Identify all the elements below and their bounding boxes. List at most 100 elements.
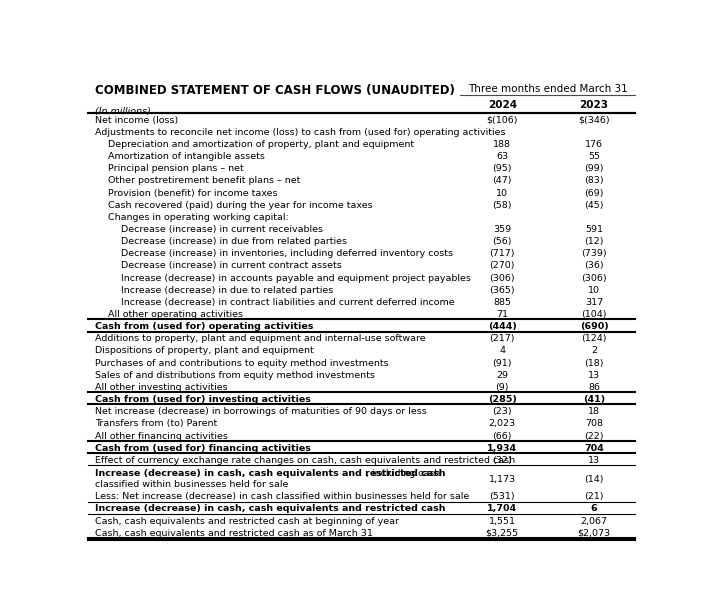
Text: (14): (14) bbox=[584, 475, 603, 484]
Text: (23): (23) bbox=[493, 407, 512, 416]
Text: 2,067: 2,067 bbox=[581, 517, 608, 525]
Text: (47): (47) bbox=[493, 177, 512, 185]
Text: Increase (decrease) in cash, cash equivalents and restricted cash: Increase (decrease) in cash, cash equiva… bbox=[94, 504, 445, 514]
Text: 86: 86 bbox=[588, 383, 600, 392]
Text: Cash, cash equivalents and restricted cash as of March 31: Cash, cash equivalents and restricted ca… bbox=[94, 529, 372, 538]
Text: Increase (decrease) in contract liabilities and current deferred income: Increase (decrease) in contract liabilit… bbox=[121, 298, 455, 307]
Text: $2,073: $2,073 bbox=[577, 529, 611, 538]
Text: Purchases of and contributions to equity method investments: Purchases of and contributions to equity… bbox=[94, 359, 388, 368]
Text: 1,934: 1,934 bbox=[487, 444, 517, 452]
Text: 317: 317 bbox=[585, 298, 603, 307]
Text: (83): (83) bbox=[584, 177, 604, 185]
Text: 55: 55 bbox=[588, 152, 600, 161]
Text: $3,255: $3,255 bbox=[486, 529, 519, 538]
Text: 176: 176 bbox=[585, 140, 603, 149]
Text: Principal pension plans – net: Principal pension plans – net bbox=[109, 164, 244, 173]
Text: (217): (217) bbox=[489, 334, 515, 343]
Text: Cash from (used for) financing activities: Cash from (used for) financing activitie… bbox=[94, 444, 311, 452]
Text: (36): (36) bbox=[584, 261, 604, 270]
Text: (41): (41) bbox=[583, 395, 605, 404]
Text: , including cash: , including cash bbox=[367, 469, 441, 478]
Text: (58): (58) bbox=[493, 200, 512, 210]
Text: Increase (decrease) in accounts payable and equipment project payables: Increase (decrease) in accounts payable … bbox=[121, 273, 471, 283]
Text: 885: 885 bbox=[493, 298, 511, 307]
Text: 2: 2 bbox=[591, 346, 597, 356]
Text: (444): (444) bbox=[488, 322, 517, 331]
Text: 10: 10 bbox=[588, 286, 600, 295]
Text: 71: 71 bbox=[496, 310, 508, 319]
Text: 704: 704 bbox=[584, 444, 604, 452]
Text: (In millions): (In millions) bbox=[94, 107, 151, 116]
Text: (21): (21) bbox=[584, 492, 603, 501]
Text: 1,704: 1,704 bbox=[487, 504, 517, 514]
Text: Less: Net increase (decrease) in cash classified within businesses held for sale: Less: Net increase (decrease) in cash cl… bbox=[94, 492, 469, 501]
Text: 1,551: 1,551 bbox=[489, 517, 516, 525]
Text: 2024: 2024 bbox=[488, 100, 517, 110]
Text: 708: 708 bbox=[585, 419, 603, 428]
Text: Cash from (used for) investing activities: Cash from (used for) investing activitie… bbox=[94, 395, 311, 404]
Text: All other investing activities: All other investing activities bbox=[94, 383, 227, 392]
Text: COMBINED STATEMENT OF CASH FLOWS (UNAUDITED): COMBINED STATEMENT OF CASH FLOWS (UNAUDI… bbox=[94, 84, 455, 97]
Text: (45): (45) bbox=[584, 200, 603, 210]
Text: (22): (22) bbox=[584, 432, 603, 441]
Text: Transfers from (to) Parent: Transfers from (to) Parent bbox=[94, 419, 217, 428]
Text: (95): (95) bbox=[493, 164, 512, 173]
Text: 2023: 2023 bbox=[580, 100, 608, 110]
Text: 4: 4 bbox=[499, 346, 505, 356]
Text: (690): (690) bbox=[580, 322, 608, 331]
Text: Adjustments to reconcile net income (loss) to cash from (used for) operating act: Adjustments to reconcile net income (los… bbox=[94, 128, 505, 137]
Text: (531): (531) bbox=[489, 492, 515, 501]
Text: 188: 188 bbox=[493, 140, 511, 149]
Text: (91): (91) bbox=[493, 359, 512, 368]
Text: (365): (365) bbox=[489, 286, 515, 295]
Text: Cash from (used for) operating activities: Cash from (used for) operating activitie… bbox=[94, 322, 313, 331]
Text: Other postretirement benefit plans – net: Other postretirement benefit plans – net bbox=[109, 177, 301, 185]
Text: (104): (104) bbox=[582, 310, 607, 319]
Text: (285): (285) bbox=[488, 395, 517, 404]
Text: Amortization of intangible assets: Amortization of intangible assets bbox=[109, 152, 265, 161]
Text: (18): (18) bbox=[584, 359, 603, 368]
Text: 13: 13 bbox=[588, 456, 600, 465]
Text: Sales of and distributions from equity method investments: Sales of and distributions from equity m… bbox=[94, 371, 374, 380]
Text: classified within businesses held for sale: classified within businesses held for sa… bbox=[94, 480, 288, 489]
Text: 13: 13 bbox=[588, 371, 600, 380]
Text: Cash, cash equivalents and restricted cash at beginning of year: Cash, cash equivalents and restricted ca… bbox=[94, 517, 399, 525]
Text: (306): (306) bbox=[581, 273, 607, 283]
Text: (270): (270) bbox=[489, 261, 515, 270]
Text: Provision (benefit) for income taxes: Provision (benefit) for income taxes bbox=[109, 189, 278, 197]
Text: 359: 359 bbox=[493, 225, 511, 234]
Text: Decrease (increase) in current contract assets: Decrease (increase) in current contract … bbox=[121, 261, 342, 270]
Text: All other operating activities: All other operating activities bbox=[109, 310, 243, 319]
Text: (56): (56) bbox=[493, 237, 512, 246]
Text: (124): (124) bbox=[582, 334, 607, 343]
Text: Increase (decrease) in cash, cash equivalents and restricted cash: Increase (decrease) in cash, cash equiva… bbox=[94, 469, 445, 478]
Text: 10: 10 bbox=[496, 189, 508, 197]
Text: Increase (decrease) in due to related parties: Increase (decrease) in due to related pa… bbox=[121, 286, 333, 295]
Text: 2,023: 2,023 bbox=[489, 419, 516, 428]
Text: Net income (loss): Net income (loss) bbox=[94, 116, 178, 124]
Text: 18: 18 bbox=[588, 407, 600, 416]
Text: Three months ended March 31: Three months ended March 31 bbox=[468, 84, 628, 94]
Text: Additions to property, plant and equipment and internal-use software: Additions to property, plant and equipme… bbox=[94, 334, 425, 343]
Text: (99): (99) bbox=[584, 164, 603, 173]
Text: Depreciation and amortization of property, plant and equipment: Depreciation and amortization of propert… bbox=[109, 140, 415, 149]
Text: 591: 591 bbox=[585, 225, 603, 234]
Text: Decrease (increase) in due from related parties: Decrease (increase) in due from related … bbox=[121, 237, 347, 246]
Text: (9): (9) bbox=[496, 383, 509, 392]
Text: (717): (717) bbox=[489, 249, 515, 258]
Text: 1,173: 1,173 bbox=[489, 475, 516, 484]
Text: Decrease (increase) in current receivables: Decrease (increase) in current receivabl… bbox=[121, 225, 323, 234]
Text: (69): (69) bbox=[584, 189, 603, 197]
Text: (739): (739) bbox=[581, 249, 607, 258]
Text: (66): (66) bbox=[493, 432, 512, 441]
Text: Effect of currency exchange rate changes on cash, cash equivalents and restricte: Effect of currency exchange rate changes… bbox=[94, 456, 515, 465]
Text: Changes in operating working capital:: Changes in operating working capital: bbox=[109, 213, 289, 222]
Text: $(106): $(106) bbox=[486, 116, 518, 124]
Text: 6: 6 bbox=[591, 504, 597, 514]
Text: Net increase (decrease) in borrowings of maturities of 90 days or less: Net increase (decrease) in borrowings of… bbox=[94, 407, 427, 416]
Text: All other financing activities: All other financing activities bbox=[94, 432, 228, 441]
Text: Cash recovered (paid) during the year for income taxes: Cash recovered (paid) during the year fo… bbox=[109, 200, 373, 210]
Text: (32): (32) bbox=[493, 456, 512, 465]
Text: (306): (306) bbox=[489, 273, 515, 283]
Text: 29: 29 bbox=[496, 371, 508, 380]
